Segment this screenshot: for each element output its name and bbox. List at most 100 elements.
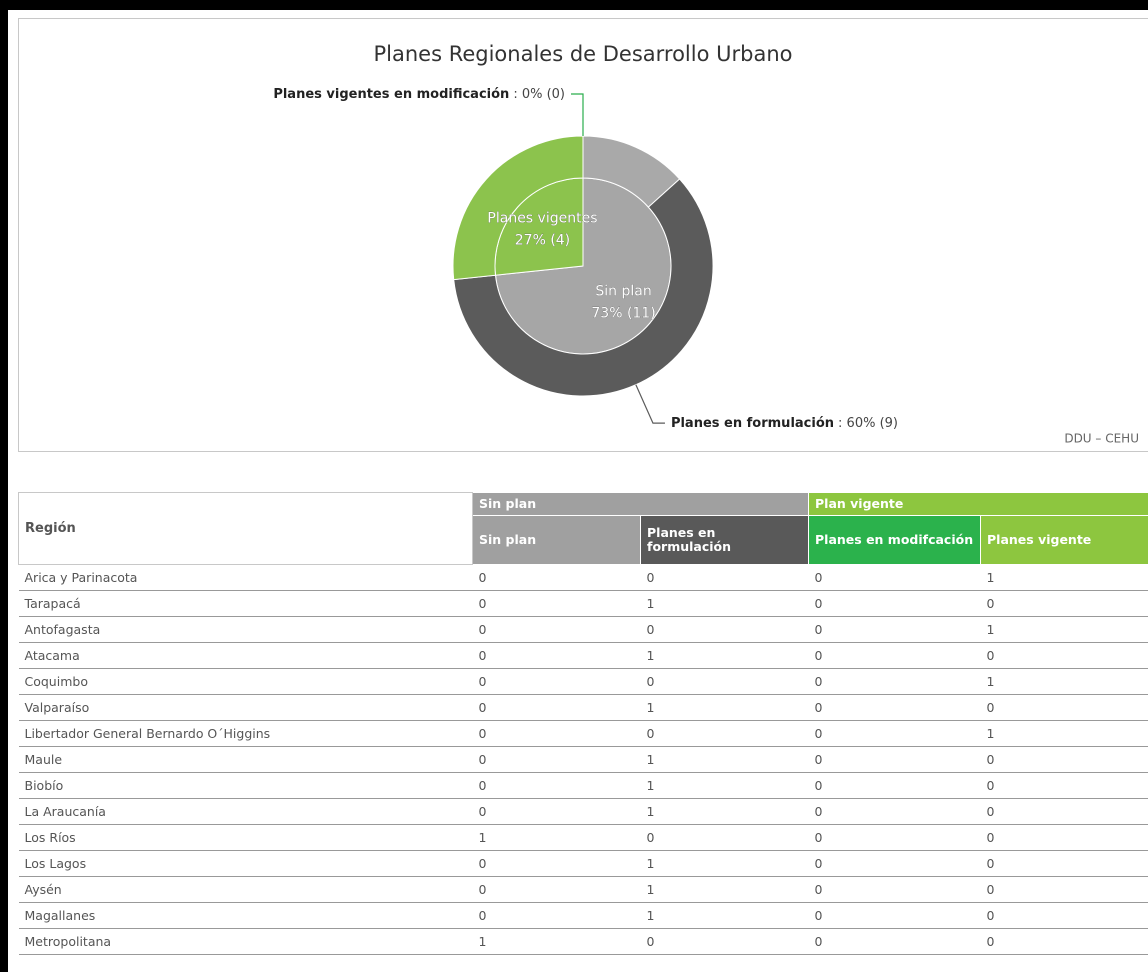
table-row: Metropolitana 1 0 0 0 [18,928,1148,955]
value-cell: 0 [640,720,809,747]
value-cell: 1 [640,876,809,903]
region-cell: Antofagasta [18,616,473,643]
outer-label-value: : 0% (0) [513,87,565,102]
value-cell: 0 [980,902,1148,929]
value-cell: 0 [808,772,981,799]
value-cell: 0 [640,824,809,851]
value-cell: 0 [808,798,981,825]
value-cell: 0 [472,798,641,825]
region-cell: Arica y Parinacota [18,564,473,591]
value-cell: 0 [808,928,981,955]
chart-title: Planes Regionales de Desarrollo Urbano [373,42,792,66]
value-cell: 0 [472,902,641,929]
value-cell: 0 [472,850,641,877]
value-cell: 0 [980,772,1148,799]
value-cell: 0 [640,928,809,955]
value-cell: 0 [472,694,641,721]
value-cell: 0 [808,902,981,929]
value-cell: 0 [472,720,641,747]
value-cell: 1 [640,642,809,669]
credits: DDU – CEHU [1064,432,1139,446]
value-cell: 1 [980,616,1148,643]
value-cell: 0 [980,694,1148,721]
slice-label: Sin plan [595,284,651,300]
region-cell: Aysén [18,876,473,903]
value-cell: 1 [640,772,809,799]
value-cell: 1 [980,564,1148,591]
chart: Planes Regionales de Desarrollo Urbano D… [273,42,1139,446]
value-cell: 1 [472,928,641,955]
value-cell: 0 [640,668,809,695]
region-header: Región [18,492,473,565]
table-row: Aysén 0 1 0 0 [18,876,1148,903]
region-cell: Coquimbo [18,668,473,695]
group-header: Sin plan [471,492,810,516]
table-row: Atacama 0 1 0 0 [18,642,1148,669]
value-cell: 1 [640,590,809,617]
value-cell: 1 [980,668,1148,695]
region-cell: Atacama [18,642,473,669]
table-row: Valparaíso 0 1 0 0 [18,694,1148,721]
value-cell: 0 [640,564,809,591]
region-cell: Biobío [18,772,473,799]
value-cell: 0 [808,642,981,669]
outer-label-name: Planes en formulación [671,416,834,431]
data-table: Región Sin plan Plan vigente Sin plan Pl… [18,492,1148,955]
chart-container: Planes Regionales de Desarrollo Urbano D… [18,18,1148,452]
region-cell: Libertador General Bernardo O´Higgins [18,720,473,747]
value-cell: 0 [808,876,981,903]
value-cell: 0 [808,590,981,617]
value-cell: 0 [472,564,641,591]
value-cell: 1 [980,720,1148,747]
value-cell: 0 [808,668,981,695]
value-cell: 0 [808,850,981,877]
value-cell: 0 [980,746,1148,773]
value-cell: 0 [640,616,809,643]
value-cell: 0 [808,824,981,851]
value-cell: 0 [980,590,1148,617]
leader-line [571,93,584,136]
table-row: Los Ríos 1 0 0 0 [18,824,1148,851]
value-cell: 0 [980,850,1148,877]
value-cell: 1 [640,746,809,773]
value-cell: 0 [472,642,641,669]
value-cell: 0 [808,694,981,721]
region-cell: Los Lagos [18,850,473,877]
region-cell: Magallanes [18,902,473,929]
slice-value-label: 73% (11) [591,306,655,322]
region-cell: Metropolitana [18,928,473,955]
outer-label-name: Planes vigentes en modificación [273,87,509,102]
value-cell: 1 [640,798,809,825]
pie-slice [453,178,714,397]
value-cell: 0 [980,798,1148,825]
region-cell: Maule [18,746,473,773]
table-row: La Araucanía 0 1 0 0 [18,798,1148,825]
table-row: Antofagasta 0 0 0 1 [18,616,1148,643]
value-cell: 0 [808,720,981,747]
value-cell: 0 [472,616,641,643]
column-header: Sin plan [472,515,641,565]
table-row: Arica y Parinacota 0 0 0 1 [18,564,1148,591]
column-header: Planes vigente [980,515,1148,565]
value-cell: 0 [980,928,1148,955]
value-cell: 0 [980,642,1148,669]
leader-line [635,384,665,424]
value-cell: 0 [472,876,641,903]
region-cell: Los Ríos [18,824,473,851]
value-cell: 1 [640,694,809,721]
value-cell: 0 [472,668,641,695]
value-cell: 1 [640,850,809,877]
region-cell: Tarapacá [18,590,473,617]
value-cell: 1 [640,902,809,929]
value-cell: 0 [472,772,641,799]
column-header: Planes en modifcación [808,515,982,565]
table-row: Tarapacá 0 1 0 0 [18,590,1148,617]
region-cell: Valparaíso [18,694,473,721]
value-cell: 0 [980,876,1148,903]
content: Planes Regionales de Desarrollo Urbano D… [8,10,1148,972]
outer-label: Planes en formulación: 60% (9) [671,416,898,431]
slice-label: Planes vigentes [487,210,597,226]
value-cell: 0 [808,564,981,591]
region-cell: La Araucanía [18,798,473,825]
